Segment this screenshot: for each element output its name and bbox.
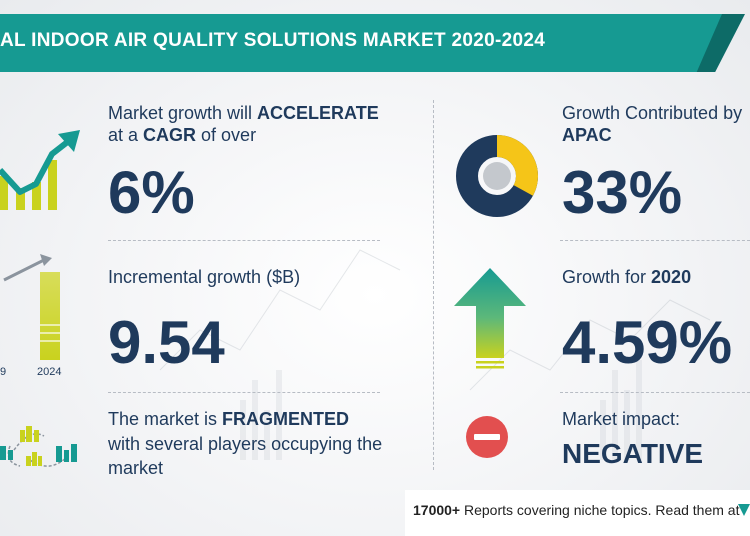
row-divider	[108, 240, 380, 241]
background-texture	[159, 249, 711, 460]
minus-circle-icon	[466, 416, 508, 458]
accelerate-emphasis: ACCELERATE	[257, 103, 379, 123]
title-banner	[0, 14, 722, 72]
footer-description: Reports covering niche topics. Read them…	[460, 502, 740, 518]
cagr-label-line1: Market growth will ACCELERATE	[108, 103, 379, 123]
cagr-emphasis: CAGR	[143, 125, 197, 145]
apac-value: 33%	[562, 159, 683, 226]
impact-label: Market impact:	[562, 409, 681, 429]
up-arrow-icon	[454, 268, 526, 369]
donut-chart-icon	[456, 135, 538, 217]
bar-growth-icon	[3, 254, 60, 360]
footer-count: 17000+	[413, 502, 461, 518]
fragmented-emphasis: FRAGMENTED	[222, 409, 350, 429]
incremental-label: Incremental growth ($B)	[108, 267, 301, 287]
footer-bar	[405, 490, 750, 536]
column-divider	[433, 100, 434, 470]
page-title: AL INDOOR AIR QUALITY SOLUTIONS MARKET 2…	[0, 30, 546, 51]
growth2020-value: 4.59%	[562, 309, 733, 376]
cagr-value: 6%	[108, 159, 195, 226]
row-divider	[560, 240, 750, 241]
growth2020-label: Growth for 2020	[562, 267, 692, 287]
cagr-label-line2: at a CAGR of over	[108, 125, 257, 145]
apac-region: APAC	[562, 125, 612, 145]
market-label-line1: The market is FRAGMENTED	[108, 409, 350, 429]
year-right-label: 2024	[37, 366, 62, 378]
row-divider	[108, 392, 380, 393]
logo-mark-icon	[738, 504, 750, 516]
impact-value: NEGATIVE	[562, 438, 704, 469]
city-network-icon	[0, 426, 77, 467]
growth-chart-icon	[0, 130, 80, 210]
year-left-label: 9	[0, 366, 7, 378]
growth2020-year: 2020	[651, 267, 692, 287]
apac-label-line1: Growth Contributed by	[562, 103, 743, 123]
row-divider	[560, 392, 750, 393]
market-label-line2: with several players occupying the	[108, 434, 383, 454]
footer-text: 17000+ Reports covering niche topics. Re…	[413, 502, 739, 518]
market-label-line3: market	[108, 458, 164, 478]
incremental-value: 9.54	[108, 309, 225, 376]
